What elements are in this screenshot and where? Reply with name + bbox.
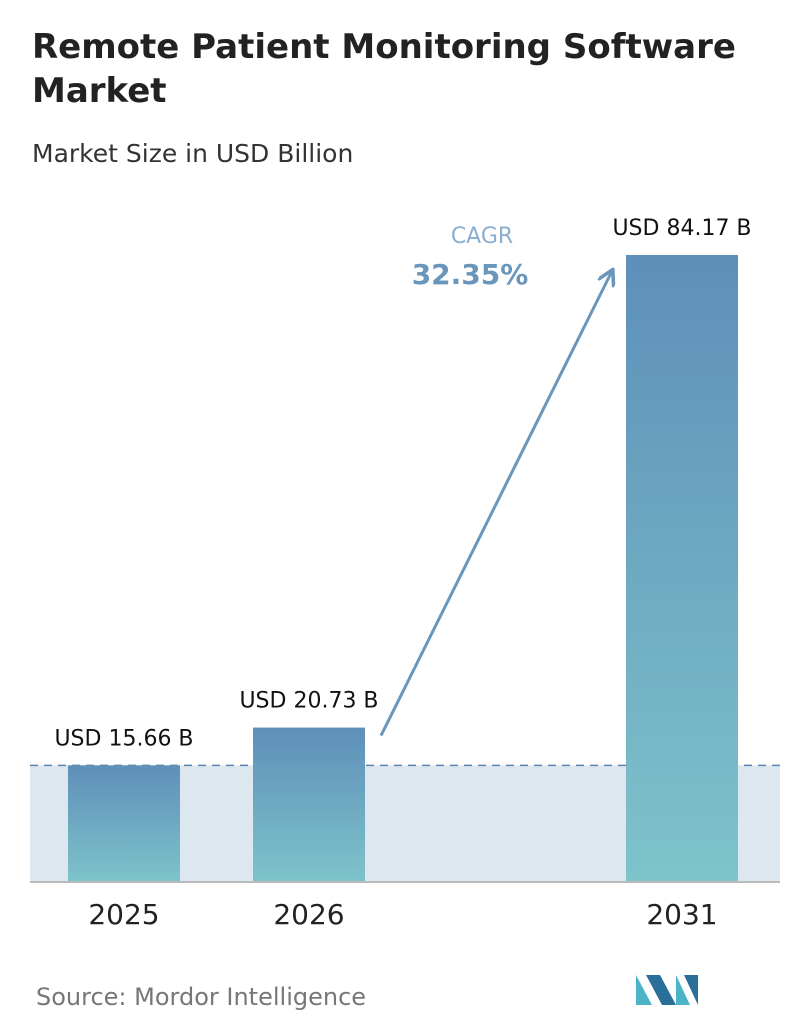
chart-title: Remote Patient Monitoring Software Market (32, 27, 736, 111)
value-label: USD 84.17 B (612, 216, 751, 241)
cagr-label: CAGR (451, 224, 513, 249)
value-label: USD 20.73 B (239, 689, 378, 714)
cagr-value: 32.35% (412, 258, 529, 291)
bar (626, 255, 738, 882)
logo (636, 975, 698, 1005)
x-tick-label: 2025 (88, 898, 159, 931)
source: Source: Mordor Intelligence (36, 983, 366, 1011)
chart-subtitle: Market Size in USD Billion (32, 139, 353, 168)
x-tick-label: 2031 (646, 898, 717, 931)
bar (253, 727, 365, 882)
bar (68, 765, 180, 882)
value-label: USD 15.66 B (54, 726, 193, 751)
cagr-arrow (379, 271, 612, 737)
x-tick-label: 2026 (273, 898, 344, 931)
